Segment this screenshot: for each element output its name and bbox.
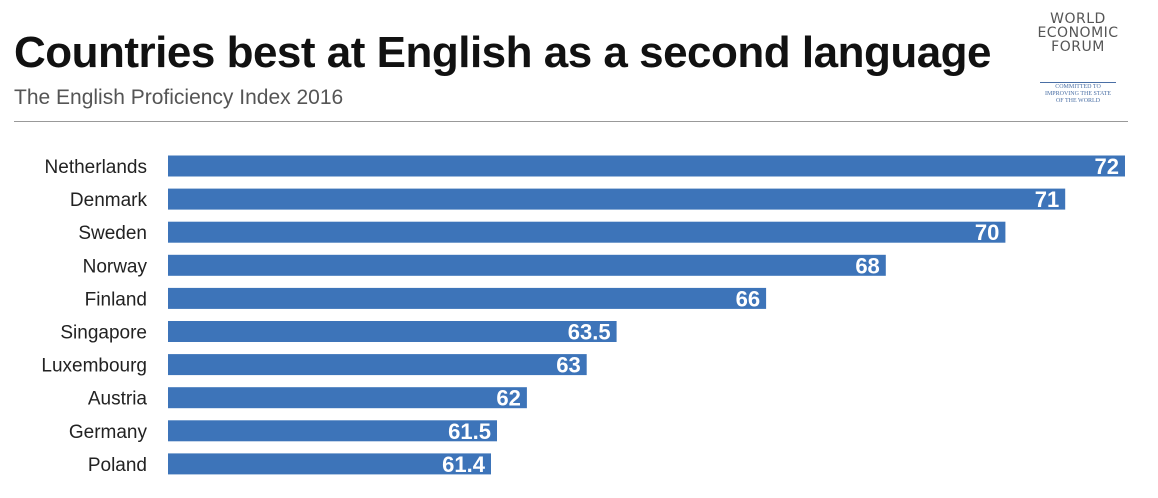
value-label: 71: [1035, 187, 1059, 212]
bar-sweden: [168, 221, 1006, 243]
value-label: 62: [496, 386, 520, 411]
category-label: Denmark: [70, 190, 148, 211]
logo-rule: [1040, 82, 1116, 83]
chart-subtitle: The English Proficiency Index 2016: [14, 86, 344, 109]
category-label: Poland: [88, 455, 147, 476]
bar-singapore: [168, 321, 617, 342]
category-label: Finland: [85, 289, 147, 310]
category-label: Luxembourg: [41, 356, 147, 377]
value-label: 63: [556, 353, 580, 378]
bar-luxembourg: [168, 354, 587, 376]
logo-tagline-3: OF THE WORLD: [1055, 98, 1101, 104]
bar-norway: [168, 254, 886, 276]
category-label: Sweden: [78, 223, 147, 244]
value-label: 66: [736, 286, 760, 311]
logo-line-1: WORLD: [1050, 11, 1106, 27]
value-label: 61.5: [448, 419, 491, 444]
category-label: Germany: [69, 422, 148, 443]
bar-denmark: [168, 188, 1066, 210]
bar-austria: [168, 387, 527, 409]
logo-line-3: FORUM: [1051, 39, 1105, 55]
value-label: 63.5: [568, 320, 611, 345]
wef-logo: WORLD ECONOMIC FORUM COMMITTED TO IMPROV…: [1026, 8, 1130, 106]
bar-finland: [168, 287, 767, 309]
bar-poland: [168, 453, 491, 475]
value-label: 72: [1095, 154, 1119, 179]
logo-line-2: ECONOMIC: [1037, 25, 1119, 41]
chart-title: Countries best at English as a second la…: [14, 28, 992, 77]
bar-germany: [168, 420, 497, 442]
logo-tagline-1: COMMITTED TO: [1055, 84, 1101, 90]
value-label: 61.4: [442, 452, 486, 477]
category-label: Netherlands: [45, 157, 147, 178]
category-label: Norway: [83, 256, 148, 277]
header-divider: [14, 121, 1128, 122]
value-label: 70: [975, 220, 999, 245]
logo-tagline-2: IMPROVING THE STATE: [1044, 91, 1112, 97]
value-label: 68: [855, 253, 879, 278]
bar-netherlands: [168, 155, 1125, 177]
category-label: Singapore: [60, 323, 147, 344]
category-label: Austria: [88, 389, 148, 410]
